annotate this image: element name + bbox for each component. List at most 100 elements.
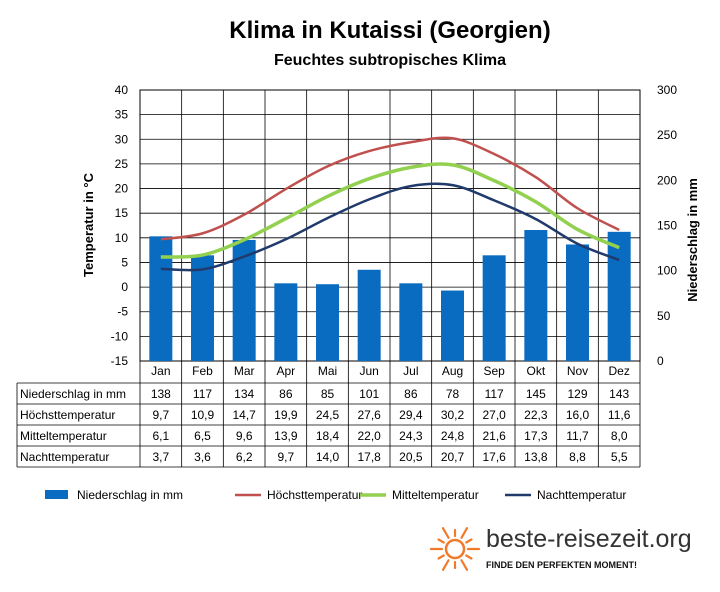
- month-label: Mai: [318, 364, 337, 378]
- precipitation-bar: [274, 283, 298, 361]
- left-tick-label: 0: [121, 280, 128, 294]
- table-cell: 24,5: [316, 408, 340, 422]
- table-cell: 8,0: [611, 429, 628, 443]
- table-cell: 134: [234, 387, 254, 401]
- right-tick-label: 100: [657, 264, 677, 278]
- left-axis-ticks: -15 -10 -5 0 5 10 15 20 25 30 35 40: [111, 83, 129, 368]
- table-cell: 3,6: [194, 450, 211, 464]
- table-cell: 3,7: [152, 450, 169, 464]
- month-label: Mar: [234, 364, 255, 378]
- data-table: Jan Feb Mar Apr Mai Jun Jul Aug Sep Okt Nov Dez Nied…: [16, 361, 641, 468]
- table-cell: 11,7: [566, 429, 589, 443]
- table-cell: 20,5: [399, 450, 423, 464]
- nachttemperatur-line: [160, 182, 620, 272]
- table-cell: 24,8: [441, 429, 465, 443]
- legend-swatch: [45, 490, 68, 499]
- left-tick-label: -15: [111, 354, 129, 368]
- sun-ray: [465, 538, 473, 544]
- precipitation-bar: [399, 283, 423, 361]
- left-axis-label: Temperatur in °C: [81, 172, 96, 277]
- precipitation-bar: [357, 269, 381, 361]
- table-cell: 17,6: [482, 450, 506, 464]
- table-cell: 101: [359, 387, 379, 401]
- right-tick-label: 50: [657, 309, 671, 323]
- table-cell: 19,9: [274, 408, 298, 422]
- row-header: Niederschlag in mm: [20, 387, 126, 401]
- table-cell: 145: [526, 387, 546, 401]
- table-cell: 6,5: [194, 429, 211, 443]
- table-cell: 6,2: [236, 450, 253, 464]
- table-cell: 8,8: [569, 450, 586, 464]
- table-cell: 9,7: [277, 450, 294, 464]
- precipitation-bar: [482, 255, 506, 361]
- brand-slogan: FINDE DEN PERFEKTEN MOMENT!: [486, 560, 637, 570]
- table-cell: 16,0: [566, 408, 590, 422]
- precipitation-bar: [524, 230, 548, 361]
- table-cell: 13,8: [524, 450, 548, 464]
- left-tick-label: 40: [115, 83, 129, 97]
- left-tick-label: -10: [111, 329, 129, 343]
- right-tick-label: 150: [657, 219, 677, 233]
- table-cell: 85: [321, 387, 335, 401]
- precipitation-bar: [566, 244, 589, 361]
- right-axis-label: Niederschlag in mm: [685, 178, 700, 302]
- table-cell: 11,6: [608, 408, 631, 422]
- right-tick-label: 300: [657, 83, 677, 97]
- left-tick-label: 30: [115, 132, 129, 146]
- month-label: Aug: [442, 364, 463, 378]
- sun-ray: [441, 527, 450, 539]
- legend-label: Niederschlag in mm: [77, 488, 183, 502]
- right-axis-ticks: 0 50 100 150 200 250 300: [657, 83, 677, 368]
- row-header: Höchsttemperatur: [20, 408, 115, 422]
- table-cell: 9,6: [236, 429, 253, 443]
- legend-label: Höchsttemperatur: [267, 488, 362, 502]
- right-tick-label: 0: [657, 354, 664, 368]
- precipitation-bar: [441, 290, 464, 361]
- table-cell: 22,0: [357, 429, 381, 443]
- table-cell: 13,9: [274, 429, 298, 443]
- sun-logo-icon: [429, 527, 481, 571]
- h-chsttemperatur-line: [160, 136, 620, 241]
- table-cell: 138: [151, 387, 171, 401]
- table-cell: 21,6: [482, 429, 506, 443]
- table-cell: 17,3: [524, 429, 548, 443]
- precipitation-bar: [191, 255, 214, 361]
- table-cell: 14,7: [232, 408, 256, 422]
- table-cell: 9,7: [152, 408, 169, 422]
- table-cell: 117: [193, 387, 212, 401]
- mitteltemperatur-line: [160, 162, 620, 259]
- left-tick-label: 10: [115, 231, 129, 245]
- table-cell: 30,2: [441, 408, 465, 422]
- left-tick-label: 20: [115, 182, 129, 196]
- left-tick-label: 35: [115, 108, 129, 122]
- month-label: Jun: [359, 364, 378, 378]
- table-cell: 18,4: [316, 429, 340, 443]
- legend-label: Mitteltemperatur: [392, 488, 479, 502]
- sun-ray: [460, 559, 469, 571]
- legend: Niederschlag in mm Höchsttemperatur Mittel…: [45, 488, 626, 502]
- temperature-lines: [160, 136, 620, 272]
- month-label: Nov: [567, 364, 588, 378]
- precipitation-bar: [316, 284, 339, 361]
- table-cell: 86: [404, 387, 418, 401]
- sun-ray: [437, 554, 445, 560]
- left-tick-label: -5: [117, 305, 128, 319]
- table-cell: 14,0: [316, 450, 340, 464]
- chart-title: Klima in Kutaissi (Georgien): [229, 17, 550, 44]
- table-cell: 5,5: [611, 450, 628, 464]
- row-header: Mitteltemperatur: [20, 429, 107, 443]
- table-cell: 22,3: [524, 408, 548, 422]
- left-tick-label: 15: [115, 206, 129, 220]
- month-label: Okt: [526, 364, 545, 378]
- table-cell: 29,4: [399, 408, 423, 422]
- table-cell: 24,3: [399, 429, 423, 443]
- left-tick-label: 25: [115, 157, 129, 171]
- chart-subtitle: Feuchtes subtropisches Klima: [274, 52, 506, 69]
- row-header: Nachttemperatur: [20, 450, 109, 464]
- table-cell: 10,9: [191, 408, 215, 422]
- table-cell: 117: [485, 387, 504, 401]
- table-cell: 20,7: [441, 450, 465, 464]
- sun-core: [444, 538, 466, 560]
- table-cell: 86: [279, 387, 293, 401]
